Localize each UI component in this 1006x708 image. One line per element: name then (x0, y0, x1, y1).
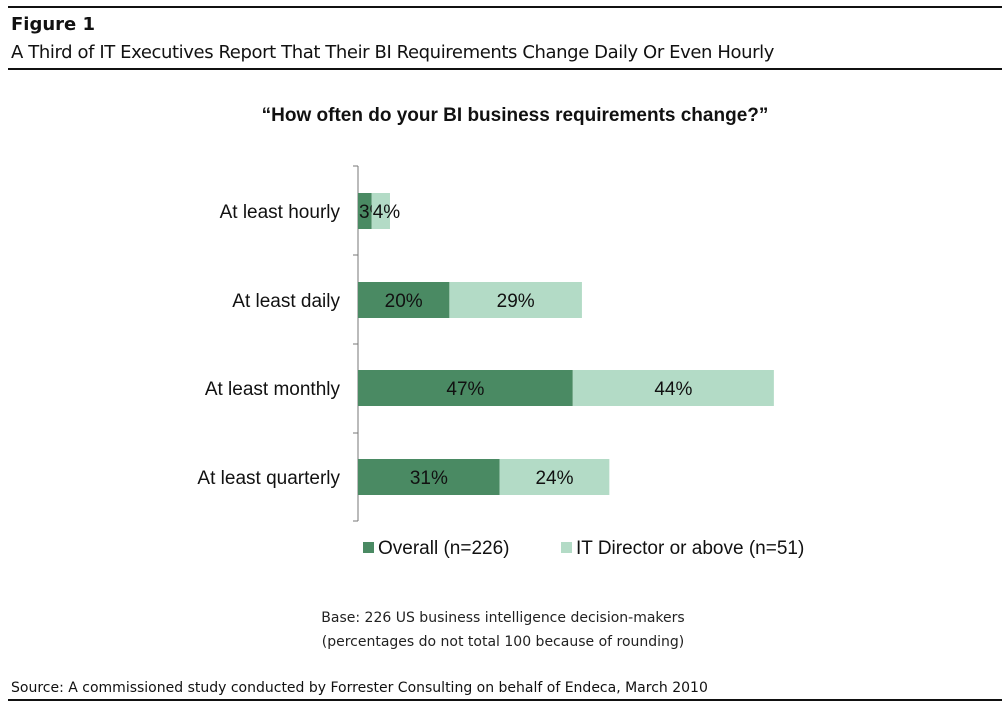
category-label: At least quarterly (197, 468, 340, 489)
bar-segment-it-director (572, 370, 774, 406)
rounding-note: (percentages do not total 100 because of… (321, 634, 685, 650)
figure-subtitle: A Third of IT Executives Report That The… (11, 42, 774, 63)
base-note: Base: 226 US business intelligence decis… (321, 610, 685, 626)
figure-label: Figure 1 (11, 14, 96, 35)
bar-segment-it-director (371, 193, 390, 229)
data-label: 44% (654, 379, 692, 400)
header-rule (8, 68, 1002, 70)
legend-swatch-overall (363, 542, 374, 553)
bar-segment-overall (358, 282, 450, 318)
data-label: 20% (385, 291, 423, 312)
data-label: 29% (497, 291, 535, 312)
data-label: 47% (446, 379, 484, 400)
data-label: 4% (373, 202, 401, 223)
bar-segment-overall (358, 193, 372, 229)
bottom-rule (8, 699, 1002, 701)
data-label: 24% (535, 468, 573, 489)
bar-segment-it-director (499, 459, 610, 495)
source-note: Source: A commissioned study conducted b… (11, 680, 708, 696)
chart-title: “How often do your BI business requireme… (262, 105, 769, 126)
legend-label-overall: Overall (n=226) (378, 538, 509, 559)
legend-swatch-it-director (561, 542, 572, 553)
bar-segment-overall (358, 370, 573, 406)
category-label: At least daily (232, 291, 340, 312)
stacked-bar-chart: “How often do your BI business requireme… (197, 105, 804, 559)
legend-label-it-director: IT Director or above (n=51) (576, 538, 804, 559)
bar-segment-it-director (449, 282, 582, 318)
data-label: 31% (410, 468, 448, 489)
bar-segment-overall (358, 459, 500, 495)
top-rule (8, 6, 1002, 8)
category-label: At least monthly (205, 379, 341, 400)
category-label: At least hourly (220, 202, 341, 223)
